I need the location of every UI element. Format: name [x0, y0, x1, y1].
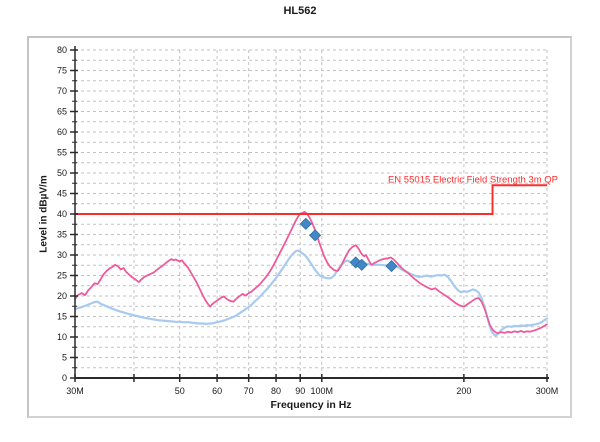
blue-trace [73, 249, 549, 337]
chart-frame [27, 36, 572, 418]
x-tick-label: 30M [66, 386, 84, 396]
marker-diamond [355, 258, 368, 271]
y-tick-labels: 0 5 10 15 20 25 30 35 40 45 50 55 60 65 70 75 80 [57, 45, 67, 383]
y-axis-title: Level in dBµV/m [38, 175, 50, 253]
marker-diamond [385, 260, 398, 273]
marker-diamond [309, 229, 322, 242]
y-tick-label: 35 [57, 230, 67, 240]
x-tick-label: 300M [536, 386, 559, 396]
y-tick-label: 60 [57, 127, 67, 137]
marker-diamond [299, 217, 312, 230]
y-gridlines [75, 49, 547, 369]
measurement-markers [299, 217, 398, 273]
y-tick-label: 55 [57, 148, 67, 158]
chart-title: HL562 [283, 5, 317, 17]
pink-trace [74, 211, 548, 335]
y-tick-label: 25 [57, 271, 67, 281]
x-axis-title: Frequency in Hz [270, 399, 352, 411]
limit-line [75, 184, 547, 215]
x-tick-label: 60 [212, 386, 222, 396]
y-tick-label: 15 [57, 312, 67, 322]
x-tick-label: 70 [244, 386, 254, 396]
y-tick-label: 75 [57, 66, 67, 76]
y-tick-label: 5 [62, 353, 67, 363]
y-tick-label: 0 [62, 373, 67, 383]
limit-line-label: EN 55015 Electric Field Strength 3m QP [388, 174, 558, 185]
y-tick-label: 65 [57, 107, 67, 117]
x-tick-label: 200 [456, 386, 471, 396]
y-tick-label: 10 [57, 332, 67, 342]
y-ticks [70, 49, 78, 379]
y-tick-label: 80 [57, 45, 67, 55]
x-tick-label: 50 [175, 386, 185, 396]
y-tick-label: 30 [57, 250, 67, 260]
y-tick-label: 40 [57, 209, 67, 219]
y-tick-label: 70 [57, 86, 67, 96]
y-tick-label: 20 [57, 291, 67, 301]
y-tick-label: 50 [57, 168, 67, 178]
x-tick-label: 80 [271, 386, 281, 396]
y-tick-label: 45 [57, 189, 67, 199]
x-tick-labels: 30M 50 60 70 80 90 100M 200 300M [66, 386, 558, 396]
x-tick-label: 100M [311, 386, 334, 396]
x-tick-label: 90 [295, 386, 305, 396]
x-ticks [74, 374, 548, 382]
pink-trace-top [74, 211, 548, 335]
